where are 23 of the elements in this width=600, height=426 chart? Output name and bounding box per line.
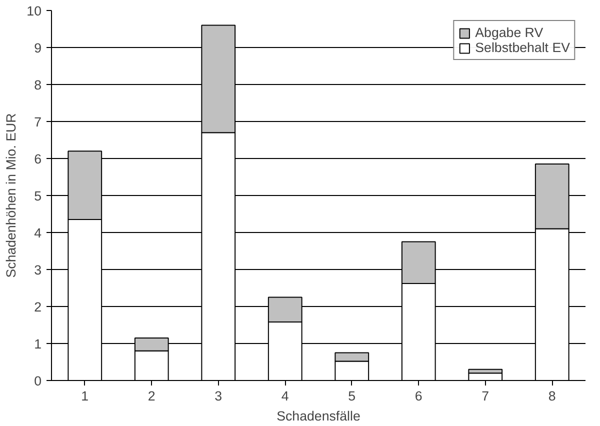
y-tick-label: 5: [34, 188, 42, 204]
x-tick-label: 6: [414, 388, 422, 404]
x-tick-label: 3: [214, 388, 222, 404]
x-tick-label: 5: [348, 388, 356, 404]
y-tick-label: 8: [34, 78, 42, 92]
y-axis-title: Schadenhöhen in Mio. EUR: [4, 113, 19, 278]
x-tick-label: 1: [81, 388, 89, 404]
x-tick-label: 2: [148, 388, 156, 404]
y-tick-label: 0: [34, 374, 42, 388]
y-tick-label: 9: [34, 40, 42, 56]
y-tick-label: 2: [34, 300, 42, 314]
y-tick-label: 3: [34, 262, 42, 278]
x-axis-title: Schadensfälle: [276, 408, 360, 424]
legend-label: Selbstbehalt EV: [475, 40, 570, 55]
y-tick-label: 10: [26, 4, 42, 18]
legend-label: Abgabe RV: [475, 25, 544, 40]
y-tick-label: 1: [34, 336, 42, 352]
x-tick-label: 4: [281, 388, 290, 404]
y-tick-label: 4: [34, 226, 42, 240]
y-tick-label: 7: [34, 114, 42, 130]
x-tick-label: 7: [482, 388, 490, 404]
y-tick-label: 6: [34, 152, 42, 166]
x-tick-label: 8: [548, 388, 556, 404]
